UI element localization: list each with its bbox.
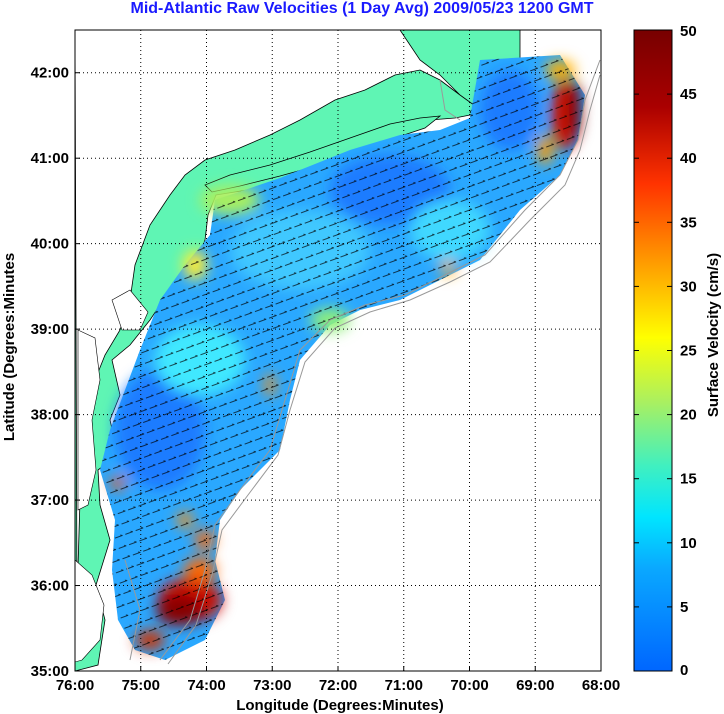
x-tick-labels: 76:00 75:00 74:00 73:00 72:00 71:00 70:00 69:00… xyxy=(56,677,620,694)
y-tick-labels: 35:00 36:00 37:00 38:00 39:00 40:00 41:00 42:00 xyxy=(31,65,69,680)
colorbar-label: Surface Velocity (cm/s) xyxy=(705,253,722,417)
colorbar-tick-label: 20 xyxy=(680,407,697,424)
colorbar-gradient xyxy=(633,29,673,672)
x-tick-label: 70:00 xyxy=(450,677,488,694)
y-tick-label: 40:00 xyxy=(31,236,69,253)
colorbar-tick-label: 40 xyxy=(680,150,697,167)
y-tick-label: 41:00 xyxy=(31,150,69,167)
x-axis-label: Longitude (Degrees:Minutes) xyxy=(236,697,444,714)
x-tick-label: 69:00 xyxy=(516,677,554,694)
y-axis-label: Latitude (Degrees:Minutes xyxy=(1,253,18,441)
velocity-field xyxy=(100,55,585,660)
map-title: Mid-Atlantic Raw Velocities (1 Day Avg) … xyxy=(130,0,594,17)
colorbar-tick-label: 50 xyxy=(680,23,697,40)
colorbar-tick-label: 45 xyxy=(680,86,697,103)
y-tick-label: 38:00 xyxy=(31,407,69,424)
chesapeake-bay xyxy=(77,329,101,511)
x-tick-label: 74:00 xyxy=(187,677,225,694)
x-tick-label: 72:00 xyxy=(319,677,357,694)
colorbar-tick-label: 30 xyxy=(680,278,697,295)
colorbar-tick-label: 5 xyxy=(680,599,688,616)
y-tick-label: 42:00 xyxy=(31,65,69,82)
delaware-bay xyxy=(111,289,149,331)
y-tick-label: 36:00 xyxy=(31,578,69,595)
x-tick-label: 75:00 xyxy=(122,677,160,694)
bathymetry-contours xyxy=(124,59,601,665)
colorbar-tick-label: 25 xyxy=(680,343,697,360)
colorbar-tick-label: 0 xyxy=(680,662,688,679)
plot-frame xyxy=(74,29,602,672)
y-tick-label: 39:00 xyxy=(31,321,69,338)
x-tick-label: 73:00 xyxy=(253,677,291,694)
colorbar-ticks: 0 5 10 15 20 25 30 35 40 45 50 xyxy=(634,23,697,679)
x-tick-label: 68:00 xyxy=(582,677,620,694)
x-tick-label: 71:00 xyxy=(385,677,423,694)
colorbar-tick-label: 15 xyxy=(680,471,697,488)
x-tick-label: 76:00 xyxy=(56,677,94,694)
colorbar-tick-label: 35 xyxy=(680,214,697,231)
y-tick-label: 35:00 xyxy=(31,663,69,680)
y-tick-label: 37:00 xyxy=(31,492,69,509)
pamlico-sound xyxy=(75,559,105,663)
colorbar: 0 5 10 15 20 25 30 35 40 45 50 Surface Velocity (c… xyxy=(633,23,722,679)
colorbar-tick-label: 10 xyxy=(680,535,697,552)
long-island xyxy=(204,115,442,193)
